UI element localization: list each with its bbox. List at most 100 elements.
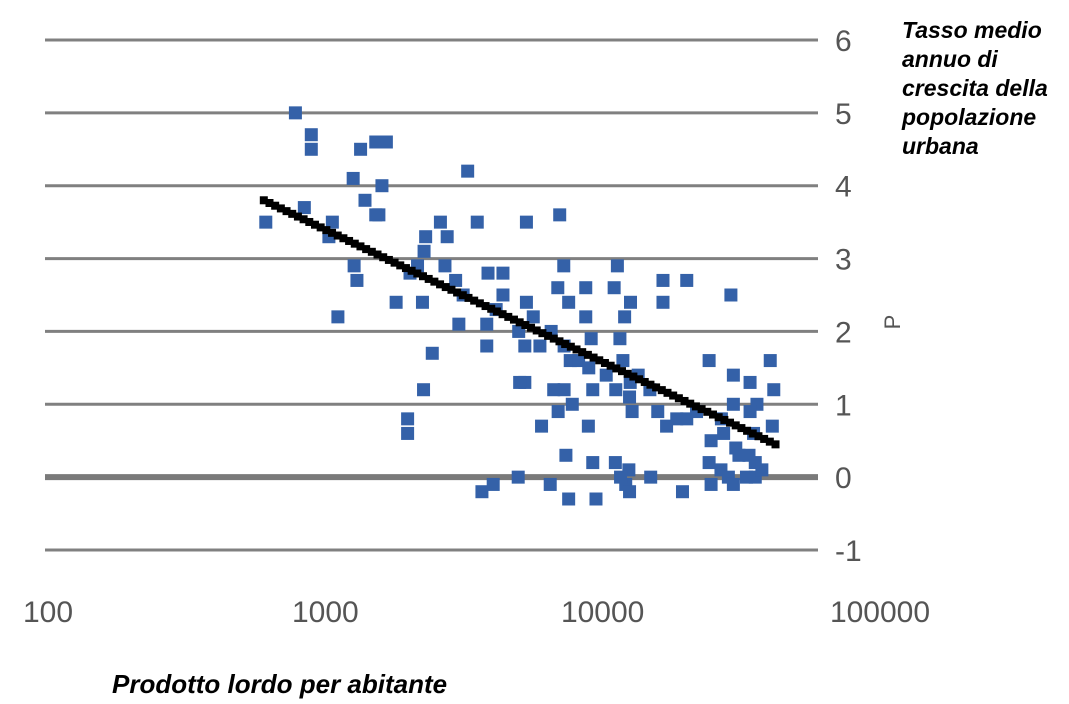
data-point [557, 259, 571, 273]
data-point [726, 397, 740, 411]
trendline-marker [583, 350, 592, 359]
data-point [565, 397, 579, 411]
trendline-marker [538, 329, 547, 338]
data-point [624, 295, 638, 309]
trendline-marker [367, 247, 376, 256]
data-point [579, 310, 593, 324]
data-point [288, 106, 302, 120]
trendline-marker [413, 269, 422, 278]
data-point [350, 273, 364, 287]
trendline-marker [322, 226, 331, 235]
trendline-marker [464, 293, 473, 302]
trendline-marker [345, 236, 354, 245]
data-point [644, 470, 658, 484]
data-point [346, 171, 360, 185]
trendline-marker [646, 380, 655, 389]
trendline-marker [566, 342, 575, 351]
data-point [582, 361, 596, 375]
x-tick-label: 1000 [292, 596, 359, 629]
trendline-marker [697, 405, 706, 414]
trendline-marker [669, 391, 678, 400]
data-point [660, 419, 674, 433]
data-point [609, 383, 623, 397]
data-point [717, 426, 731, 440]
data-point [304, 142, 318, 156]
data-point [379, 135, 393, 149]
trendline-marker [430, 277, 439, 286]
trendline-marker [362, 245, 371, 254]
trendline-marker [731, 421, 740, 430]
y-tick-label: 0 [835, 462, 852, 495]
trendline-marker [271, 201, 280, 210]
trendline-marker [492, 307, 501, 316]
trendline-marker [737, 424, 746, 433]
trendline-marker [521, 321, 530, 330]
trendline-marker [356, 242, 365, 251]
trendline-marker [305, 217, 314, 226]
y-axis-label: Tasso medio annuo di crescita della popolaz… [901, 17, 1048, 159]
data-point [401, 412, 415, 426]
y-tick-label: -1 [835, 535, 862, 568]
y-axis-label-line: popolazione [901, 104, 1036, 130]
trendline-marker [407, 266, 416, 275]
y-axis-label-line: annuo di [902, 46, 998, 72]
y-tick-label: 4 [835, 171, 852, 204]
data-point [724, 288, 738, 302]
data-point [562, 295, 576, 309]
data-point [680, 412, 694, 426]
trendline-marker [390, 258, 399, 267]
y-tick-label: 1 [835, 389, 852, 422]
data-point [765, 419, 779, 433]
data-point [557, 383, 571, 397]
data-point [584, 332, 598, 346]
data-point [586, 456, 600, 470]
data-point [475, 485, 489, 499]
data-point [461, 164, 475, 178]
trendline-marker [504, 312, 513, 321]
trendline-marker [265, 198, 274, 207]
data-point [438, 259, 452, 273]
trendline-marker [623, 369, 632, 378]
trendline-marker [419, 272, 428, 281]
trendline-marker [765, 437, 774, 446]
data-point [417, 244, 431, 258]
trendline-marker [310, 220, 319, 229]
data-point [702, 354, 716, 368]
data-point [401, 426, 415, 440]
data-point [726, 477, 740, 491]
data-point [607, 281, 621, 295]
trendline-marker [720, 415, 729, 424]
data-point [486, 477, 500, 491]
trendline-marker [396, 261, 405, 270]
data-point [496, 266, 510, 280]
y-tick-label: 2 [835, 316, 852, 349]
trendline-marker [379, 253, 388, 262]
data-point [702, 456, 716, 470]
data-point [480, 339, 494, 353]
data-point [375, 179, 389, 193]
data-point [543, 477, 557, 491]
trendline-marker [663, 388, 672, 397]
data-point [618, 310, 632, 324]
data-point [767, 383, 781, 397]
data-point [656, 273, 670, 287]
data-point [743, 375, 757, 389]
trendline-marker [436, 280, 445, 289]
data-point [417, 383, 431, 397]
data-point [347, 259, 361, 273]
data-point [425, 346, 439, 360]
data-point [470, 215, 484, 229]
y-tick-label: 5 [835, 98, 852, 131]
data-point [608, 456, 622, 470]
trendline-marker [703, 407, 712, 416]
data-point [656, 295, 670, 309]
x-tick-labels: 100 1000 10000 100000 [23, 596, 930, 629]
data-point [440, 230, 454, 244]
trendline-marker [339, 234, 348, 243]
data-point [572, 354, 586, 368]
data-point [433, 215, 447, 229]
data-point [553, 208, 567, 222]
data-point [511, 470, 525, 484]
data-point [610, 259, 624, 273]
